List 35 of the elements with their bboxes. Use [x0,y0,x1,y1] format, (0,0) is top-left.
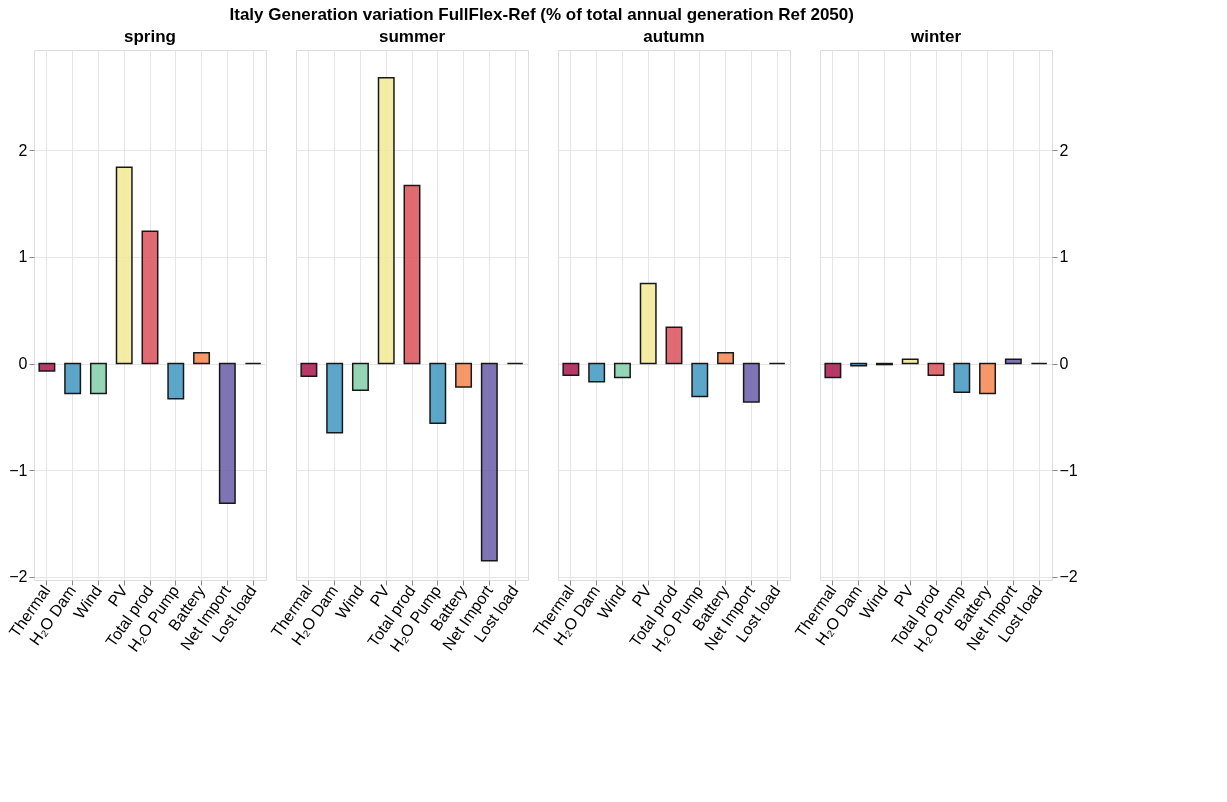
bar [691,362,709,398]
bar [665,326,683,365]
bar [167,362,185,400]
x-tick-label: PV [104,582,131,610]
bar [115,166,133,365]
x-tick-label: PV [890,582,917,610]
bar [717,352,735,365]
bar [193,352,211,365]
y-tick-label: −1 [9,461,28,479]
x-tick-label: PV [366,582,393,610]
y-tick-label: 1 [1059,248,1069,266]
y-tick-label: −1 [1059,461,1078,479]
y-tick-label: 2 [18,141,28,159]
y-tick-label: 1 [18,248,28,266]
y-tick-label: −2 [1059,568,1078,586]
chart-subtitle: autumn [643,27,705,46]
text: Italy Generation variation FullFlex-Ref (% of total annual generation Ref 2050) [229,4,854,24]
bar [562,362,580,376]
chart-subtitle: summer [378,27,446,46]
x-tick-label: PV [628,582,655,610]
y-tick-label: 0 [1059,355,1069,373]
bar [38,362,56,372]
y-tick-label: −2 [9,568,28,586]
bar [89,362,107,395]
bar [588,362,606,383]
chart-subtitle: winter [909,27,962,46]
bar [218,362,236,504]
bar [141,230,159,365]
bar [742,362,760,403]
bar [613,362,631,379]
y-tick-label: 2 [1059,141,1069,159]
chart-subtitle: spring [124,27,176,46]
bar [639,282,657,365]
bar [64,362,82,395]
y-tick-label: 0 [18,355,28,373]
